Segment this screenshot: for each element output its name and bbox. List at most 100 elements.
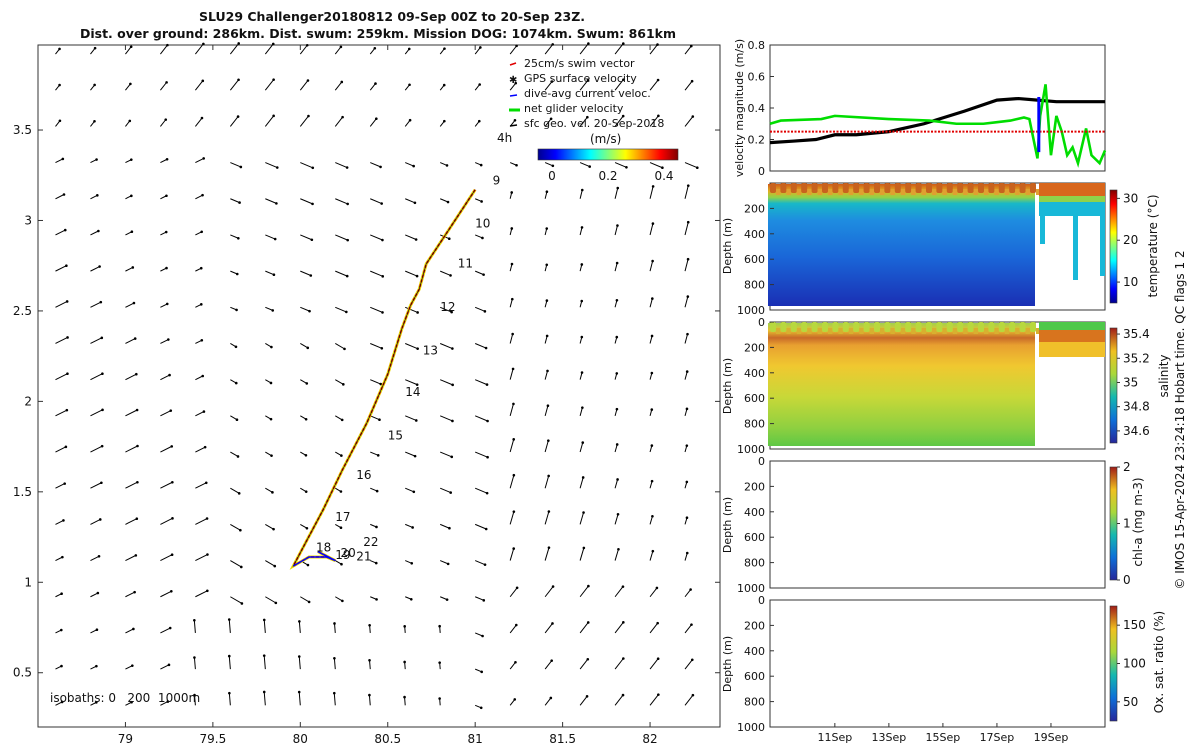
velocity-vector-head bbox=[582, 511, 585, 514]
velocity-vector-head bbox=[479, 163, 483, 167]
surface-profile-cap bbox=[842, 183, 849, 193]
velocity-vector-head bbox=[65, 408, 69, 412]
legend-current-marker bbox=[509, 94, 518, 97]
velocity-vector bbox=[440, 343, 453, 350]
velocity-vector bbox=[265, 234, 276, 240]
track-day-label: 20 bbox=[341, 546, 356, 560]
velocity-vector bbox=[614, 549, 619, 561]
velocity-vector-head bbox=[339, 490, 343, 493]
map-xtick-label: 80 bbox=[293, 732, 308, 746]
velocity-vector-head bbox=[616, 512, 620, 516]
velocity-vector bbox=[509, 548, 515, 561]
velocity-vector-head bbox=[95, 158, 98, 161]
velocity-vector bbox=[405, 343, 418, 350]
velocity-vector bbox=[263, 691, 266, 706]
velocity-vector bbox=[195, 554, 208, 562]
velocity-vector-head bbox=[167, 338, 170, 341]
velocity-vector bbox=[299, 44, 308, 55]
velocity-vector-head bbox=[655, 586, 659, 590]
velocity-vector-head bbox=[97, 229, 100, 233]
velocity-vector-head bbox=[170, 445, 174, 448]
track-day-label: 17 bbox=[335, 510, 350, 524]
velocity-vector bbox=[370, 306, 383, 313]
velocity-vector-head bbox=[235, 308, 238, 312]
velocity-vector-head bbox=[98, 518, 102, 521]
velocity-vector-head bbox=[199, 266, 203, 270]
velocity-vector-head bbox=[656, 621, 659, 625]
velocity-vector-head bbox=[239, 565, 243, 569]
velocity-vector bbox=[160, 664, 170, 670]
velocity-vector bbox=[265, 560, 276, 567]
velocity-vector-head bbox=[586, 657, 590, 661]
surface-profile-gap bbox=[952, 189, 958, 195]
map-xtick-label: 79 bbox=[118, 732, 133, 746]
velocity-vector-head bbox=[273, 237, 277, 241]
velocity-vector bbox=[544, 623, 553, 634]
velocity-vector bbox=[579, 512, 585, 525]
velocity-vector bbox=[230, 198, 240, 204]
velocity-vector bbox=[229, 79, 239, 91]
velocity-vector bbox=[160, 44, 168, 55]
track-day-label: 9 bbox=[493, 173, 501, 187]
velocity-vector bbox=[90, 301, 102, 308]
velocity-vector-head bbox=[343, 347, 346, 351]
depth-ytick-label: 600 bbox=[744, 531, 765, 544]
velocity-vector-head bbox=[586, 78, 590, 82]
velocity-vector bbox=[90, 445, 103, 453]
velocity-vector-head bbox=[510, 262, 514, 266]
velocity-vector bbox=[684, 222, 689, 236]
velocity-vector bbox=[228, 693, 231, 706]
velocity-vector bbox=[160, 374, 170, 381]
colorbar-tick-label: 50 bbox=[1123, 695, 1138, 709]
surface-profile-cap bbox=[770, 183, 776, 193]
velocity-vector bbox=[544, 511, 550, 525]
velocity-vector-head bbox=[657, 693, 660, 696]
velocity-vector-head bbox=[510, 191, 514, 194]
velocity-vector-head bbox=[450, 455, 454, 459]
depth-ytick-label: 600 bbox=[744, 670, 765, 683]
velocity-vector-head bbox=[340, 454, 343, 457]
velocity-vector-head bbox=[62, 519, 65, 522]
velocity-vector bbox=[195, 518, 208, 525]
surface-profile-cap bbox=[936, 322, 943, 332]
velocity-vector bbox=[544, 697, 552, 706]
velocity-vector-head bbox=[381, 311, 384, 314]
velocity-vector bbox=[474, 632, 483, 637]
colorbar-tick-label: 0 bbox=[1123, 573, 1131, 587]
chlorophyll-colorbar bbox=[1109, 466, 1118, 581]
velocity-vector-head bbox=[201, 79, 205, 83]
surface-profile-gap bbox=[942, 189, 947, 195]
velocity-ytick-label: 0 bbox=[758, 165, 765, 178]
velocity-vector-head bbox=[483, 563, 487, 566]
velocity-vector-head bbox=[588, 165, 591, 168]
velocity-vector-head bbox=[95, 664, 98, 668]
velocity-vector bbox=[579, 407, 583, 416]
velocity-vector-head bbox=[515, 163, 518, 167]
velocity-vector-head bbox=[306, 563, 310, 567]
velocity-vector bbox=[195, 446, 206, 453]
velocity-vector bbox=[405, 451, 416, 457]
salinity-colorbar bbox=[1109, 327, 1118, 444]
velocity-vector bbox=[265, 487, 273, 493]
velocity-vector-head bbox=[240, 602, 244, 605]
velocity-vector-head bbox=[239, 528, 242, 532]
depth-ytick-label: 400 bbox=[744, 367, 765, 380]
legend-current-label: dive-avg current veloc. bbox=[524, 87, 651, 100]
velocity-vector bbox=[90, 230, 99, 236]
velocity-vector bbox=[614, 162, 627, 168]
velocity-vector-head bbox=[345, 274, 349, 278]
velocity-vector bbox=[649, 186, 654, 199]
velocity-vector-head bbox=[546, 369, 549, 373]
legend-swim-marker bbox=[509, 62, 517, 66]
velocity-vector bbox=[160, 517, 173, 525]
salinity-colorbar-ticks: 34.6 34.8 35 35.2 35.4 bbox=[1117, 327, 1150, 438]
surface-profile-gap bbox=[869, 328, 874, 334]
velocity-vector-head bbox=[65, 300, 69, 303]
velocity-vector-head bbox=[513, 118, 517, 122]
velocity-vector-head bbox=[307, 600, 311, 604]
track-day-label: 12 bbox=[440, 300, 455, 314]
velocity-vector-head bbox=[551, 622, 554, 625]
velocity-vector-head bbox=[262, 654, 266, 657]
velocity-vector bbox=[684, 162, 698, 169]
velocity-vector bbox=[335, 415, 343, 421]
